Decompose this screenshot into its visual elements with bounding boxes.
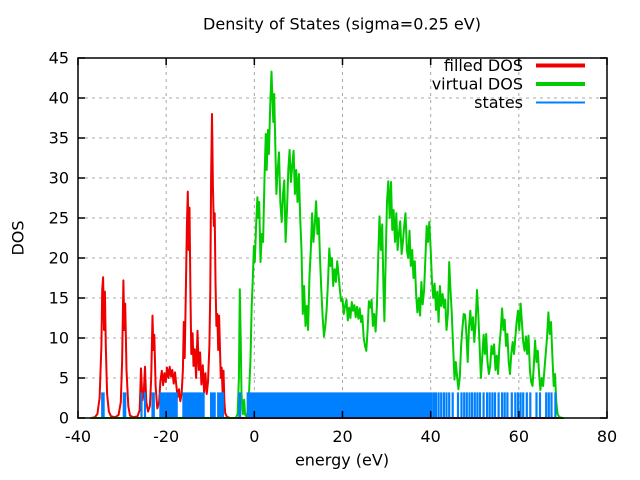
- virtual-dos-line: [90, 70, 564, 419]
- legend-label-filled-dos: filled DOS: [444, 56, 523, 75]
- y-tick-label: 25: [49, 209, 69, 228]
- x-axis-label: energy (eV): [294, 450, 390, 470]
- y-axis-label: DOS: [8, 220, 28, 256]
- y-tick-label: 5: [59, 369, 69, 388]
- y-tick-label: 35: [49, 129, 69, 148]
- y-tick-label: 10: [49, 329, 69, 348]
- y-tick-label: 20: [49, 249, 69, 268]
- plot-border: [77, 57, 608, 419]
- x-tick-label: 0: [249, 427, 259, 446]
- y-tick-label: 45: [49, 49, 69, 68]
- y-tick-label: 0: [59, 409, 69, 428]
- x-tick-label: 20: [332, 427, 352, 446]
- y-tick-label: 15: [49, 289, 69, 308]
- chart-title: Density of States (sigma=0.25 eV): [203, 14, 481, 34]
- x-tick-label: 80: [597, 427, 617, 446]
- states-impulses: [101, 392, 557, 418]
- x-tick-label: -40: [65, 427, 91, 446]
- x-tick-label: 60: [509, 427, 529, 446]
- x-tick-label: 40: [420, 427, 440, 446]
- x-tick-label: -20: [153, 427, 179, 446]
- y-tick-label: 30: [49, 169, 69, 188]
- legend-label-virtual-dos: virtual DOS: [432, 75, 523, 94]
- filled-dos-line: [90, 113, 564, 419]
- legend-label-states: states: [474, 93, 523, 112]
- y-tick-label: 40: [49, 89, 69, 108]
